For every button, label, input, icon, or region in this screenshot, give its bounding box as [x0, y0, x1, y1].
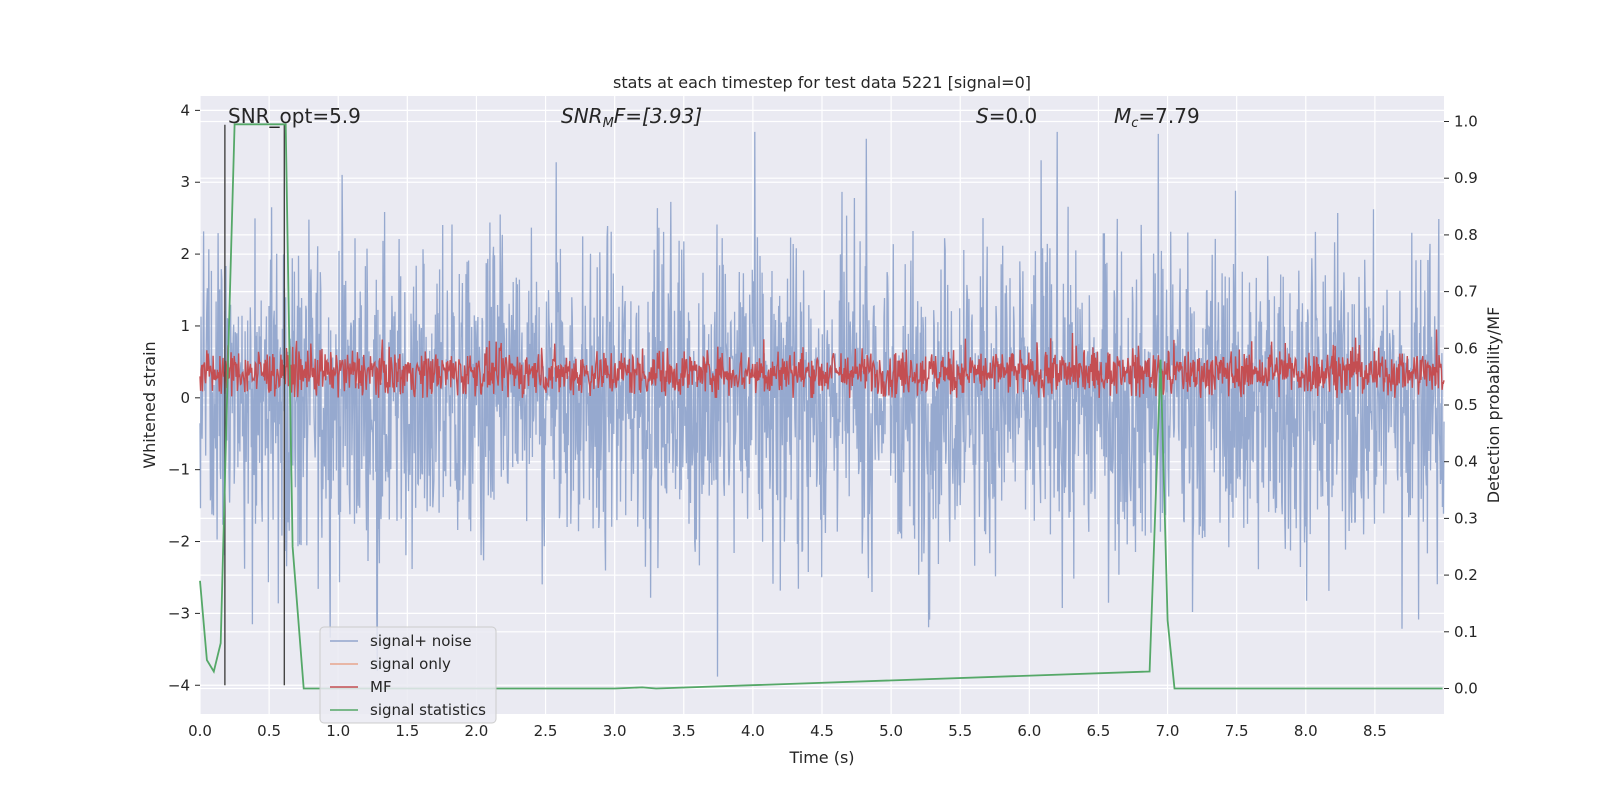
- y-right-axis-label: Detection probability/MF: [1484, 307, 1503, 504]
- x-tick-label: 3.5: [672, 722, 696, 740]
- x-tick-label: 7.5: [1225, 722, 1249, 740]
- legend: signal+ noise signal only MF signal stat…: [319, 626, 497, 724]
- mf-series: [199, 329, 1445, 398]
- x-tick-label: 5.5: [948, 722, 972, 740]
- snr-mf-value: F=[3.93]: [614, 104, 702, 128]
- y-right-tick-label: 0.9: [1454, 169, 1478, 187]
- x-tick-label: 2.0: [465, 722, 489, 740]
- y-left-tick-label: 1: [180, 317, 190, 335]
- x-tick-label: 3.0: [603, 722, 627, 740]
- y-left-tick-label: −1: [168, 461, 190, 479]
- y-right-tick-label: 0.5: [1454, 396, 1478, 414]
- y-right-tick-labels: 1.0 0.9 0.8 0.7 0.6 0.5 0.4 0.3 0.2 0.1 0.0: [1444, 113, 1478, 697]
- legend-label-signal-noise: signal+ noise: [370, 632, 472, 650]
- x-tick-label: 1.5: [395, 722, 419, 740]
- y-left-tick-label: 4: [180, 101, 190, 119]
- y-right-tick-label: 0.7: [1454, 283, 1478, 301]
- y-right-tick-label: 0.2: [1454, 566, 1478, 584]
- x-tick-label: 4.0: [741, 722, 765, 740]
- y-left-axis-label: Whitened strain: [140, 341, 159, 468]
- y-left-tick-label: 3: [180, 173, 190, 191]
- y-right-tick-label: 0.8: [1454, 226, 1478, 244]
- y-left-tick-label: 2: [180, 245, 190, 263]
- s-annotation: S=0.0: [976, 104, 1037, 128]
- snr-mf-sub: M: [603, 116, 614, 131]
- x-tick-label: 1.0: [326, 722, 350, 740]
- mc-value: =7.79: [1138, 104, 1199, 128]
- snr-mf-symbol: SNR: [561, 104, 603, 128]
- vertical-markers: [224, 124, 286, 686]
- legend-label-signal-only: signal only: [370, 655, 451, 673]
- y-right-tick-label: 0.3: [1454, 509, 1478, 527]
- y-right-tick-label: 0.1: [1454, 623, 1478, 641]
- x-axis-label: Time (s): [788, 748, 854, 767]
- signal-noise-series: [199, 131, 1445, 677]
- y-left-tick-labels: 4 3 2 1 0 −1 −2 −3 −4: [168, 101, 200, 694]
- legend-box: [319, 626, 497, 724]
- mf-line: [199, 329, 1445, 398]
- x-tick-label: 6.0: [1017, 722, 1041, 740]
- y-right-tick-label: 0.4: [1454, 453, 1478, 471]
- s-value: =0.0: [989, 104, 1038, 128]
- y-left-tick-label: −4: [168, 676, 190, 694]
- x-tick-label: 0.0: [188, 722, 212, 740]
- x-tick-label: 4.5: [810, 722, 834, 740]
- mc-sub: c: [1131, 116, 1138, 131]
- y-right-tick-label: 1.0: [1454, 113, 1478, 131]
- x-tick-label: 5.0: [879, 722, 903, 740]
- snr-opt-annotation: SNR_opt=5.9: [228, 104, 361, 128]
- y-right-tick-label: 0.6: [1454, 339, 1478, 357]
- mc-annotation: Mc=7.79: [1114, 104, 1200, 131]
- x-tick-label: 8.0: [1294, 722, 1318, 740]
- y-left-tick-label: −3: [168, 604, 190, 622]
- x-tick-label: 7.0: [1156, 722, 1180, 740]
- x-tick-labels: 0.0 0.5 1.0 1.5 2.0 2.5 3.0 3.5 4.0 4.5 5.0 5.5 6.0 6…: [188, 722, 1387, 740]
- x-tick-label: 0.5: [257, 722, 281, 740]
- y-right-tick-label: 0.0: [1454, 679, 1478, 697]
- legend-label-signal-statistics: signal statistics: [370, 701, 486, 719]
- mc-symbol: M: [1114, 104, 1131, 128]
- x-tick-label: 8.5: [1363, 722, 1387, 740]
- s-symbol: S: [976, 104, 989, 128]
- y-left-tick-label: −2: [168, 533, 190, 551]
- signal-noise-line: [199, 131, 1445, 677]
- y-left-tick-label: 0: [180, 389, 190, 407]
- x-tick-label: 6.5: [1087, 722, 1111, 740]
- legend-label-mf: MF: [370, 678, 392, 696]
- x-tick-label: 2.5: [534, 722, 558, 740]
- chart-title: stats at each timestep for test data 522…: [613, 73, 1031, 92]
- snr-mf-annotation: SNRMF=[3.93]: [561, 104, 702, 131]
